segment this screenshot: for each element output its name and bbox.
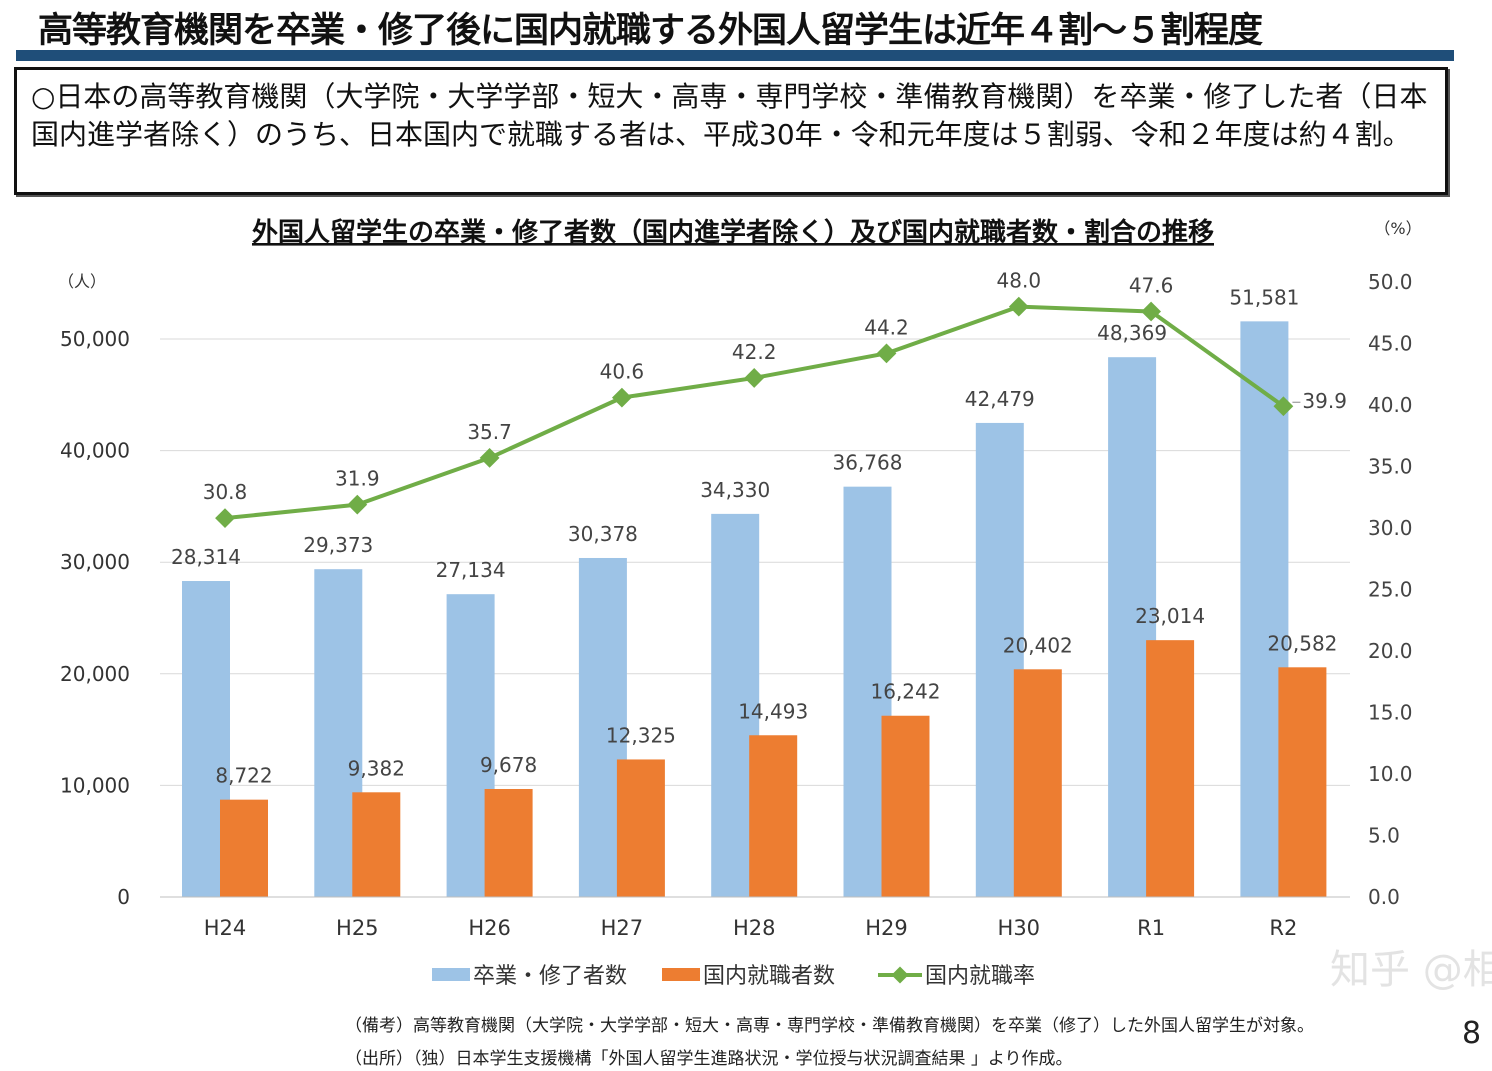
rate-label: 44.2 — [864, 315, 909, 339]
x-tick-label: H28 — [733, 916, 776, 940]
rate-label: 35.7 — [467, 420, 512, 444]
right-tick-label: 0.0 — [1368, 885, 1400, 909]
x-tick-label: H24 — [204, 916, 247, 940]
chart-title: 外国人留学生の卒業・修了者数（国内進学者除く）及び国内就職者数・割合の推移 — [252, 217, 1214, 248]
bar-employed-label: 8,722 — [215, 764, 272, 788]
right-tick-label: 35.0 — [1368, 455, 1413, 479]
bar-employed — [616, 759, 665, 897]
watermark: 知乎 @相棒 — [1330, 947, 1492, 993]
bar-employed-label: 9,382 — [348, 756, 405, 780]
bar-employed-label: 9,678 — [480, 753, 537, 777]
x-tick-label: R1 — [1137, 916, 1165, 940]
bar-employed — [484, 788, 533, 897]
legend-marker-rate — [891, 966, 909, 984]
bar-employed — [352, 792, 401, 897]
right-tick-label: 10.0 — [1368, 762, 1413, 786]
right-tick-label: 45.0 — [1368, 332, 1413, 356]
bar-employed-label: 20,402 — [1003, 633, 1073, 657]
bar-graduates-label: 30,378 — [568, 522, 638, 546]
rate-point — [744, 368, 765, 388]
x-tick-label: H30 — [998, 916, 1041, 940]
page-number: 8 — [1462, 1016, 1482, 1051]
right-tick-label: 50.0 — [1368, 270, 1413, 294]
bar-graduates-label: 29,373 — [303, 533, 373, 557]
right-tick-label: 15.0 — [1368, 701, 1413, 725]
right-tick-label: 25.0 — [1368, 578, 1413, 602]
legend-swatch-employed — [662, 968, 700, 981]
rate-label: 30.8 — [203, 480, 248, 504]
x-tick-label: R2 — [1269, 916, 1297, 940]
rate-point — [215, 508, 235, 529]
left-tick-label: 20,000 — [60, 662, 130, 686]
rate-label: 42.2 — [732, 340, 777, 364]
bar-graduates-label: 34,330 — [700, 478, 770, 502]
bar-graduates-label: 36,768 — [833, 451, 903, 475]
bar-employed — [1146, 640, 1195, 897]
rate-point — [612, 387, 632, 408]
bar-employed — [1013, 669, 1062, 897]
right-tick-label: 30.0 — [1368, 516, 1413, 540]
bar-graduates-label: 51,581 — [1229, 285, 1299, 309]
rate-point — [1141, 301, 1161, 322]
footnote-source: （出所）（独）日本学生支援機構「外国人留学生進路状況・学位授与状況調査結果 」よ… — [345, 1049, 1073, 1069]
bar-employed-label: 14,493 — [738, 699, 808, 723]
bar-graduates-label: 42,479 — [965, 387, 1035, 411]
bar-employed — [881, 715, 930, 897]
legend-swatch-graduates — [432, 968, 470, 981]
rate-label: 40.6 — [600, 360, 645, 384]
bar-employed-label: 16,242 — [871, 680, 941, 704]
right-tick-label: 20.0 — [1368, 639, 1413, 663]
bar-employed-label: 23,014 — [1135, 604, 1205, 628]
rate-point — [876, 343, 897, 364]
rate-point — [1008, 296, 1029, 317]
footnote-note: （備考）高等教育機関（大学院・大学学部・短大・高専・専門学校・準備教育機関）を卒… — [345, 1016, 1314, 1036]
title-underline — [16, 50, 1454, 61]
x-tick-label: H29 — [865, 916, 908, 940]
left-tick-label: 30,000 — [60, 550, 130, 574]
bar-employed — [1278, 667, 1327, 897]
slide-title: 高等教育機関を卒業・修了後に国内就職する外国人留学生は近年４割～５割程度 — [38, 11, 1263, 51]
x-tick-label: H25 — [336, 916, 379, 940]
rate-point — [1273, 396, 1294, 417]
left-tick-label: 40,000 — [60, 439, 130, 463]
chart: 外国人留学生の卒業・修了者数（国内進学者除く）及び国内就職者数・割合の推移 （人）… — [58, 217, 1422, 989]
bar-employed — [749, 735, 798, 897]
x-tick-label: H27 — [601, 916, 644, 940]
legend-label-graduates: 卒業・修了者数 — [473, 964, 627, 989]
rate-label: 31.9 — [335, 467, 380, 491]
rate-point — [347, 494, 368, 515]
bar-employed-label: 12,325 — [606, 723, 676, 747]
legend-label-rate: 国内就職率 — [925, 964, 1035, 989]
bar-graduates-label: 27,134 — [436, 558, 506, 582]
footnote: （備考）高等教育機関（大学院・大学学部・短大・高専・専門学校・準備教育機関）を卒… — [345, 1010, 1314, 1071]
left-axis-unit: （人） — [58, 272, 106, 291]
left-tick-label: 50,000 — [60, 327, 130, 351]
bar-graduates-label: 28,314 — [171, 545, 241, 569]
x-tick-label: H26 — [468, 916, 511, 940]
left-tick-label: 10,000 — [60, 773, 130, 797]
rate-label: 47.6 — [1129, 274, 1174, 298]
legend-label-employed: 国内就職者数 — [703, 964, 835, 989]
rate-label: 39.9 — [1302, 389, 1347, 413]
rate-label: 48.0 — [997, 269, 1042, 293]
right-tick-label: 40.0 — [1368, 393, 1413, 417]
bar-employed-label: 20,582 — [1267, 631, 1337, 655]
bar-employed — [220, 799, 268, 897]
rate-point — [479, 447, 500, 468]
right-tick-label: 5.0 — [1368, 824, 1400, 848]
summary-box: ○日本の高等教育機関（大学院・大学学部・短大・高専・専門学校・準備教育機関）を卒… — [14, 67, 1448, 195]
right-axis-unit: （%） — [1374, 219, 1421, 238]
left-tick-label: 0 — [117, 885, 130, 909]
bar-graduates-label: 48,369 — [1097, 321, 1167, 345]
